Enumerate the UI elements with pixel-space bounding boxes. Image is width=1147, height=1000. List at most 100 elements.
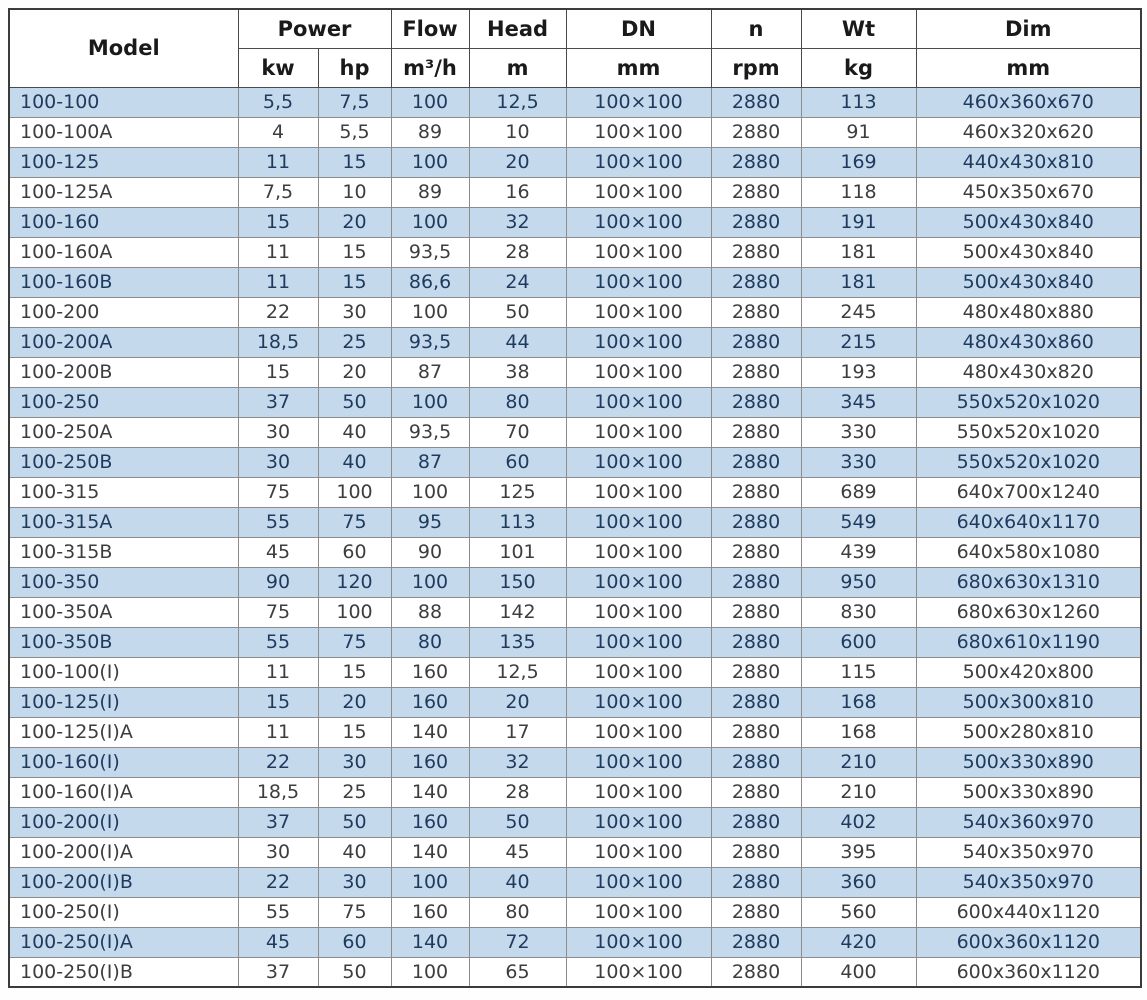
col-unit-speed: rpm bbox=[710, 47, 802, 88]
cell-power-kw: 15 bbox=[237, 206, 319, 238]
cell-power-hp: 20 bbox=[317, 356, 392, 388]
cell-power-hp: 30 bbox=[317, 296, 392, 328]
cell-weight: 245 bbox=[800, 296, 917, 328]
cell-flow: 100 bbox=[390, 956, 470, 988]
cell-dn: 100×100 bbox=[565, 356, 712, 388]
cell-head: 20 bbox=[468, 146, 567, 178]
cell-model: 100-100 bbox=[8, 86, 239, 118]
cell-weight: 191 bbox=[800, 206, 917, 238]
cell-dimensions: 550x520x1020 bbox=[915, 446, 1142, 478]
cell-dn: 100×100 bbox=[565, 566, 712, 598]
cell-flow: 100 bbox=[390, 386, 470, 418]
cell-head: 113 bbox=[468, 506, 567, 538]
cell-power-kw: 22 bbox=[237, 866, 319, 898]
table-row: 100-200B 15 20 87 38 100×100 2880 193 48… bbox=[8, 356, 1142, 388]
cell-model: 100-125A bbox=[8, 176, 239, 208]
cell-power-kw: 55 bbox=[237, 506, 319, 538]
cell-dn: 100×100 bbox=[565, 146, 712, 178]
header-row-labels: Model Power Flow Head DN n Wt Dim bbox=[8, 8, 1142, 88]
cell-power-hp: 25 bbox=[317, 326, 392, 358]
cell-power-hp: 30 bbox=[317, 746, 392, 778]
cell-speed: 2880 bbox=[710, 566, 802, 598]
cell-head: 24 bbox=[468, 266, 567, 298]
header-row-units: kw hp m³/h m mm rpm kg mm bbox=[9, 47, 1142, 88]
cell-dimensions: 640x640x1170 bbox=[915, 506, 1142, 538]
cell-speed: 2880 bbox=[710, 86, 802, 118]
cell-head: 65 bbox=[468, 956, 567, 988]
cell-head: 12,5 bbox=[468, 656, 567, 688]
cell-power-hp: 15 bbox=[317, 266, 392, 298]
cell-speed: 2880 bbox=[710, 686, 802, 718]
cell-speed: 2880 bbox=[710, 416, 802, 448]
cell-power-hp: 10 bbox=[317, 176, 392, 208]
cell-dimensions: 550x520x1020 bbox=[915, 386, 1142, 418]
table-row: 100-160(I) 22 30 160 32 100×100 2880 210… bbox=[8, 746, 1142, 778]
cell-power-hp: 40 bbox=[317, 836, 392, 868]
cell-dimensions: 540x350x970 bbox=[915, 866, 1142, 898]
cell-power-kw: 11 bbox=[237, 266, 319, 298]
cell-power-kw: 18,5 bbox=[237, 326, 319, 358]
cell-head: 142 bbox=[468, 596, 567, 628]
cell-speed: 2880 bbox=[710, 206, 802, 238]
cell-dn: 100×100 bbox=[565, 86, 712, 118]
cell-dimensions: 500x330x890 bbox=[915, 746, 1142, 778]
cell-dn: 100×100 bbox=[565, 536, 712, 568]
cell-head: 80 bbox=[468, 386, 567, 418]
cell-model: 100-315B bbox=[8, 536, 239, 568]
cell-weight: 169 bbox=[800, 146, 917, 178]
cell-model: 100-200(I) bbox=[8, 806, 239, 838]
cell-weight: 689 bbox=[800, 476, 917, 508]
cell-power-kw: 11 bbox=[237, 656, 319, 688]
cell-dimensions: 540x360x970 bbox=[915, 806, 1142, 838]
cell-flow: 160 bbox=[390, 806, 470, 838]
cell-dimensions: 500x420x800 bbox=[915, 656, 1142, 688]
cell-dimensions: 460x360x670 bbox=[915, 86, 1142, 118]
cell-speed: 2880 bbox=[710, 836, 802, 868]
cell-head: 12,5 bbox=[468, 86, 567, 118]
cell-dimensions: 450x350x670 bbox=[915, 176, 1142, 208]
cell-power-hp: 15 bbox=[317, 656, 392, 688]
cell-weight: 215 bbox=[800, 326, 917, 358]
cell-speed: 2880 bbox=[710, 806, 802, 838]
cell-dn: 100×100 bbox=[565, 866, 712, 898]
cell-speed: 2880 bbox=[710, 326, 802, 358]
cell-power-hp: 15 bbox=[317, 716, 392, 748]
cell-power-kw: 11 bbox=[237, 236, 319, 268]
cell-model: 100-350B bbox=[8, 626, 239, 658]
cell-flow: 93,5 bbox=[390, 326, 470, 358]
cell-dn: 100×100 bbox=[565, 656, 712, 688]
col-header-flow: Flow bbox=[390, 8, 470, 49]
cell-dimensions: 500x430x840 bbox=[915, 236, 1142, 268]
cell-dn: 100×100 bbox=[565, 746, 712, 778]
cell-dimensions: 600x440x1120 bbox=[915, 896, 1142, 928]
col-header-model: Model bbox=[8, 8, 239, 88]
cell-dn: 100×100 bbox=[565, 776, 712, 808]
cell-power-hp: 50 bbox=[317, 956, 392, 988]
cell-flow: 87 bbox=[390, 356, 470, 388]
cell-flow: 160 bbox=[390, 746, 470, 778]
cell-weight: 210 bbox=[800, 746, 917, 778]
cell-speed: 2880 bbox=[710, 296, 802, 328]
col-header-speed: n bbox=[710, 8, 802, 49]
cell-head: 28 bbox=[468, 236, 567, 268]
cell-dn: 100×100 bbox=[565, 446, 712, 478]
cell-power-kw: 90 bbox=[237, 566, 319, 598]
cell-dn: 100×100 bbox=[565, 476, 712, 508]
table-row: 100-250A 30 40 93,5 70 100×100 2880 330 … bbox=[8, 416, 1142, 448]
cell-model: 100-100A bbox=[8, 116, 239, 148]
cell-power-kw: 45 bbox=[237, 926, 319, 958]
table-row: 100-125(I) 15 20 160 20 100×100 2880 168… bbox=[8, 686, 1142, 718]
cell-dn: 100×100 bbox=[565, 506, 712, 538]
cell-power-hp: 25 bbox=[317, 776, 392, 808]
cell-dn: 100×100 bbox=[565, 236, 712, 268]
table-row: 100-350A 75 100 88 142 100×100 2880 830 … bbox=[8, 596, 1142, 628]
cell-speed: 2880 bbox=[710, 596, 802, 628]
cell-power-kw: 37 bbox=[237, 806, 319, 838]
cell-dn: 100×100 bbox=[565, 926, 712, 958]
cell-speed: 2880 bbox=[710, 446, 802, 478]
table-row: 100-160 15 20 100 32 100×100 2880 191 50… bbox=[8, 206, 1142, 238]
cell-dimensions: 500x330x890 bbox=[915, 776, 1142, 808]
table-row: 100-100(I) 11 15 160 12,5 100×100 2880 1… bbox=[8, 656, 1142, 688]
cell-speed: 2880 bbox=[710, 356, 802, 388]
cell-speed: 2880 bbox=[710, 926, 802, 958]
